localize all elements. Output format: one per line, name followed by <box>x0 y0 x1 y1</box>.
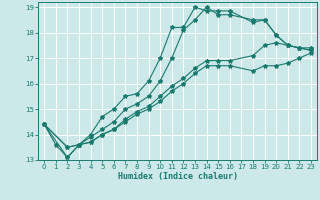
X-axis label: Humidex (Indice chaleur): Humidex (Indice chaleur) <box>118 172 238 181</box>
